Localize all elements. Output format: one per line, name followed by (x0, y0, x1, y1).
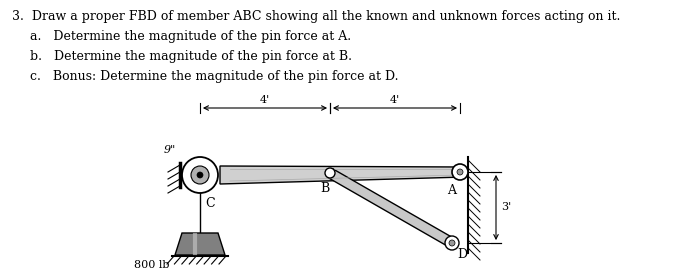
Polygon shape (220, 166, 465, 184)
Text: A: A (447, 184, 456, 197)
Circle shape (182, 157, 218, 193)
Text: B: B (320, 182, 330, 195)
Text: a.   Determine the magnitude of the pin force at A.: a. Determine the magnitude of the pin fo… (30, 30, 351, 43)
Text: c.   Bonus: Determine the magnitude of the pin force at D.: c. Bonus: Determine the magnitude of the… (30, 70, 398, 83)
Text: 4': 4' (390, 95, 400, 105)
Circle shape (197, 172, 203, 178)
Text: 9": 9" (163, 145, 176, 155)
Polygon shape (328, 169, 454, 247)
Circle shape (457, 169, 463, 175)
Circle shape (449, 240, 455, 246)
Text: 3': 3' (501, 202, 511, 212)
Text: 4': 4' (260, 95, 270, 105)
Circle shape (452, 164, 468, 180)
Polygon shape (175, 233, 225, 255)
Circle shape (191, 166, 209, 184)
Circle shape (325, 168, 335, 178)
Circle shape (445, 236, 459, 250)
Text: D: D (457, 248, 467, 261)
Text: b.   Determine the magnitude of the pin force at B.: b. Determine the magnitude of the pin fo… (30, 50, 352, 63)
Text: 3.  Draw a proper FBD of member ABC showing all the known and unknown forces act: 3. Draw a proper FBD of member ABC showi… (12, 10, 620, 23)
Text: 800 lb: 800 lb (135, 260, 170, 270)
Text: C: C (205, 197, 215, 210)
